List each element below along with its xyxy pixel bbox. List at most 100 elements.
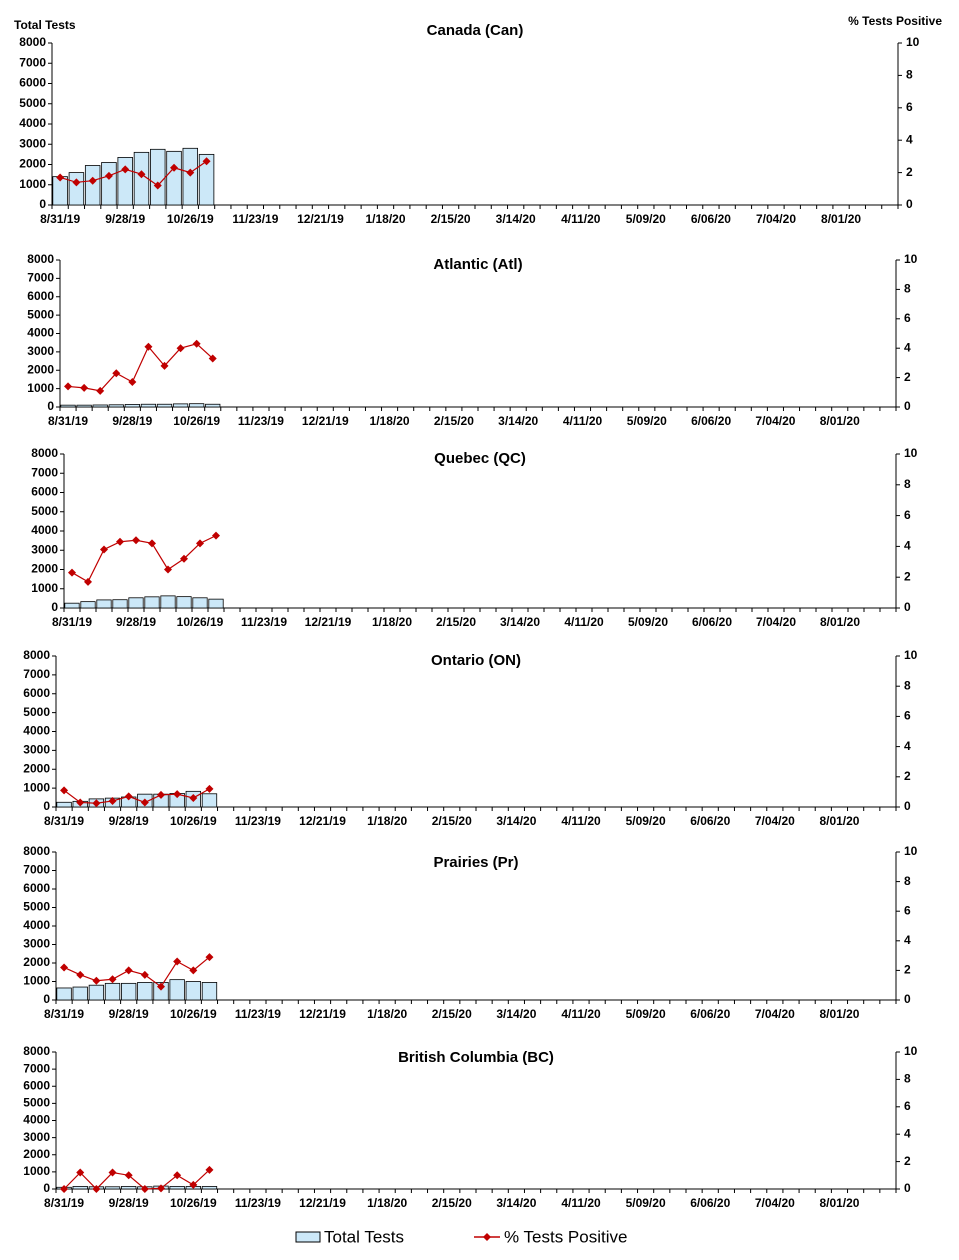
y2-tick-label: 6 — [904, 709, 911, 723]
marker — [202, 157, 211, 166]
marker — [76, 1168, 85, 1177]
y-tick-label: 6000 — [23, 686, 50, 700]
y-tick-label: 1000 — [23, 1164, 50, 1178]
bar — [169, 979, 185, 1001]
y-tick-label: 4000 — [19, 116, 46, 130]
y-tick-label: 5000 — [23, 1096, 50, 1110]
bar — [80, 601, 96, 609]
marker — [140, 798, 149, 807]
marker — [205, 1165, 214, 1174]
y-tick-label: 1000 — [19, 177, 46, 191]
y-tick-label: 1000 — [23, 780, 50, 794]
bar — [104, 982, 121, 1001]
marker — [92, 1185, 101, 1193]
y-tick-label: 8000 — [31, 446, 58, 460]
y2-tick-label: 10 — [904, 648, 918, 662]
y2-tick-label: 2 — [904, 963, 911, 977]
marker — [92, 976, 101, 985]
x-tick-label: 9/28/19 — [116, 615, 156, 629]
x-tick-label: 4/11/20 — [561, 814, 601, 828]
line — [63, 956, 210, 988]
y-tick-label: 6000 — [27, 289, 54, 303]
x-tick-label: 10/26/19 — [170, 1196, 217, 1210]
x-tick-label: 3/14/20 — [498, 414, 538, 428]
y2-tick-label: 4 — [904, 1126, 911, 1140]
marker — [104, 171, 113, 180]
x-tick-label: 2/15/20 — [436, 615, 476, 629]
y-tick-label: 5000 — [31, 504, 58, 518]
marker — [205, 784, 214, 793]
y2-tick-label: 8 — [904, 1072, 911, 1086]
x-tick-label: 11/23/19 — [232, 212, 278, 226]
marker — [128, 378, 137, 387]
marker — [144, 342, 153, 351]
legend-label: Total Tests — [324, 1227, 404, 1246]
bar — [150, 148, 166, 206]
y-tick-label: 7000 — [27, 271, 54, 285]
y2-tick-label: 6 — [904, 508, 911, 522]
x-tick-label: 6/06/20 — [690, 1007, 730, 1021]
x-tick-label: 10/26/19 — [167, 212, 214, 226]
marker — [108, 1168, 117, 1177]
legend-label: % Tests Positive — [504, 1227, 627, 1246]
y-tick-label: 4000 — [23, 724, 50, 738]
x-tick-label: 3/14/20 — [496, 814, 536, 828]
x-tick-label: 8/01/20 — [820, 615, 860, 629]
marker — [121, 165, 130, 174]
x-tick-label: 5/09/20 — [626, 1007, 666, 1021]
marker — [176, 344, 185, 353]
x-tick-label: 1/18/20 — [365, 212, 405, 226]
y-tick-label: 6000 — [23, 881, 50, 895]
x-tick-label: 9/28/19 — [109, 1196, 149, 1210]
bar — [133, 151, 150, 206]
y2-tick-label: 0 — [904, 1181, 911, 1195]
x-tick-label: 8/01/20 — [820, 414, 860, 428]
x-tick-label: 11/23/19 — [235, 1007, 281, 1021]
y2-tick-label: 6 — [904, 903, 911, 917]
x-tick-label: 12/21/19 — [299, 814, 346, 828]
x-tick-label: 2/15/20 — [432, 1196, 472, 1210]
bar — [124, 404, 140, 408]
bar — [166, 150, 182, 206]
y-tick-label: 6000 — [31, 485, 58, 499]
bar — [121, 1186, 137, 1190]
x-tick-label: 3/14/20 — [496, 212, 536, 226]
x-tick-label: 12/21/19 — [299, 1007, 346, 1021]
marker — [64, 382, 73, 391]
line — [59, 160, 207, 187]
marker — [76, 970, 85, 979]
bar — [189, 403, 205, 408]
y-tick-label: 2000 — [19, 157, 46, 171]
bar — [169, 1186, 185, 1190]
y-tick-label: 8000 — [23, 1044, 50, 1058]
y-tick-label: 2000 — [23, 761, 50, 775]
y-tick-label: 4000 — [23, 918, 50, 932]
x-tick-label: 8/01/20 — [821, 212, 861, 226]
bar — [201, 1186, 218, 1190]
chart-panel: Quebec (QC) 0 1000 2000 3000 4000 5000 6000 7000… — [31, 446, 917, 629]
x-tick-label: 4/11/20 — [561, 1196, 601, 1210]
marker — [60, 786, 69, 795]
x-tick-label: 7/04/20 — [755, 1196, 795, 1210]
bar — [192, 597, 208, 609]
marker — [76, 798, 85, 807]
y-tick-label: 2000 — [27, 362, 54, 376]
y-tick-label: 3000 — [23, 937, 50, 951]
bar — [185, 981, 201, 1001]
marker — [108, 975, 117, 984]
marker — [112, 369, 121, 378]
y2-tick-label: 8 — [904, 874, 911, 888]
y2-tick-label: 2 — [904, 1154, 911, 1168]
x-tick-label: 7/04/20 — [755, 1007, 795, 1021]
x-tick-label: 5/09/20 — [628, 615, 668, 629]
chart-title: Quebec (QC) — [434, 450, 526, 467]
bar — [160, 595, 176, 609]
marker — [205, 953, 214, 962]
y-tick-label: 0 — [47, 399, 54, 413]
marker — [88, 176, 97, 185]
marker — [153, 181, 162, 190]
y2-tick-label: 10 — [904, 1044, 918, 1058]
marker — [124, 792, 133, 801]
x-tick-label: 6/06/20 — [691, 414, 731, 428]
